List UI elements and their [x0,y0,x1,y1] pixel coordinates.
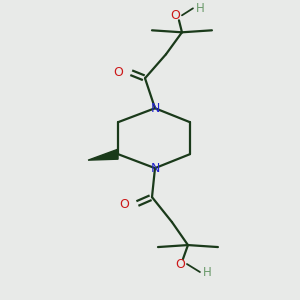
Text: O: O [113,66,123,79]
Text: H: H [202,266,211,278]
Text: N: N [150,102,160,115]
Text: N: N [150,162,160,175]
Text: H: H [196,2,204,15]
Text: O: O [175,257,185,271]
Text: O: O [119,198,129,211]
Text: O: O [170,9,180,22]
Polygon shape [88,149,118,160]
